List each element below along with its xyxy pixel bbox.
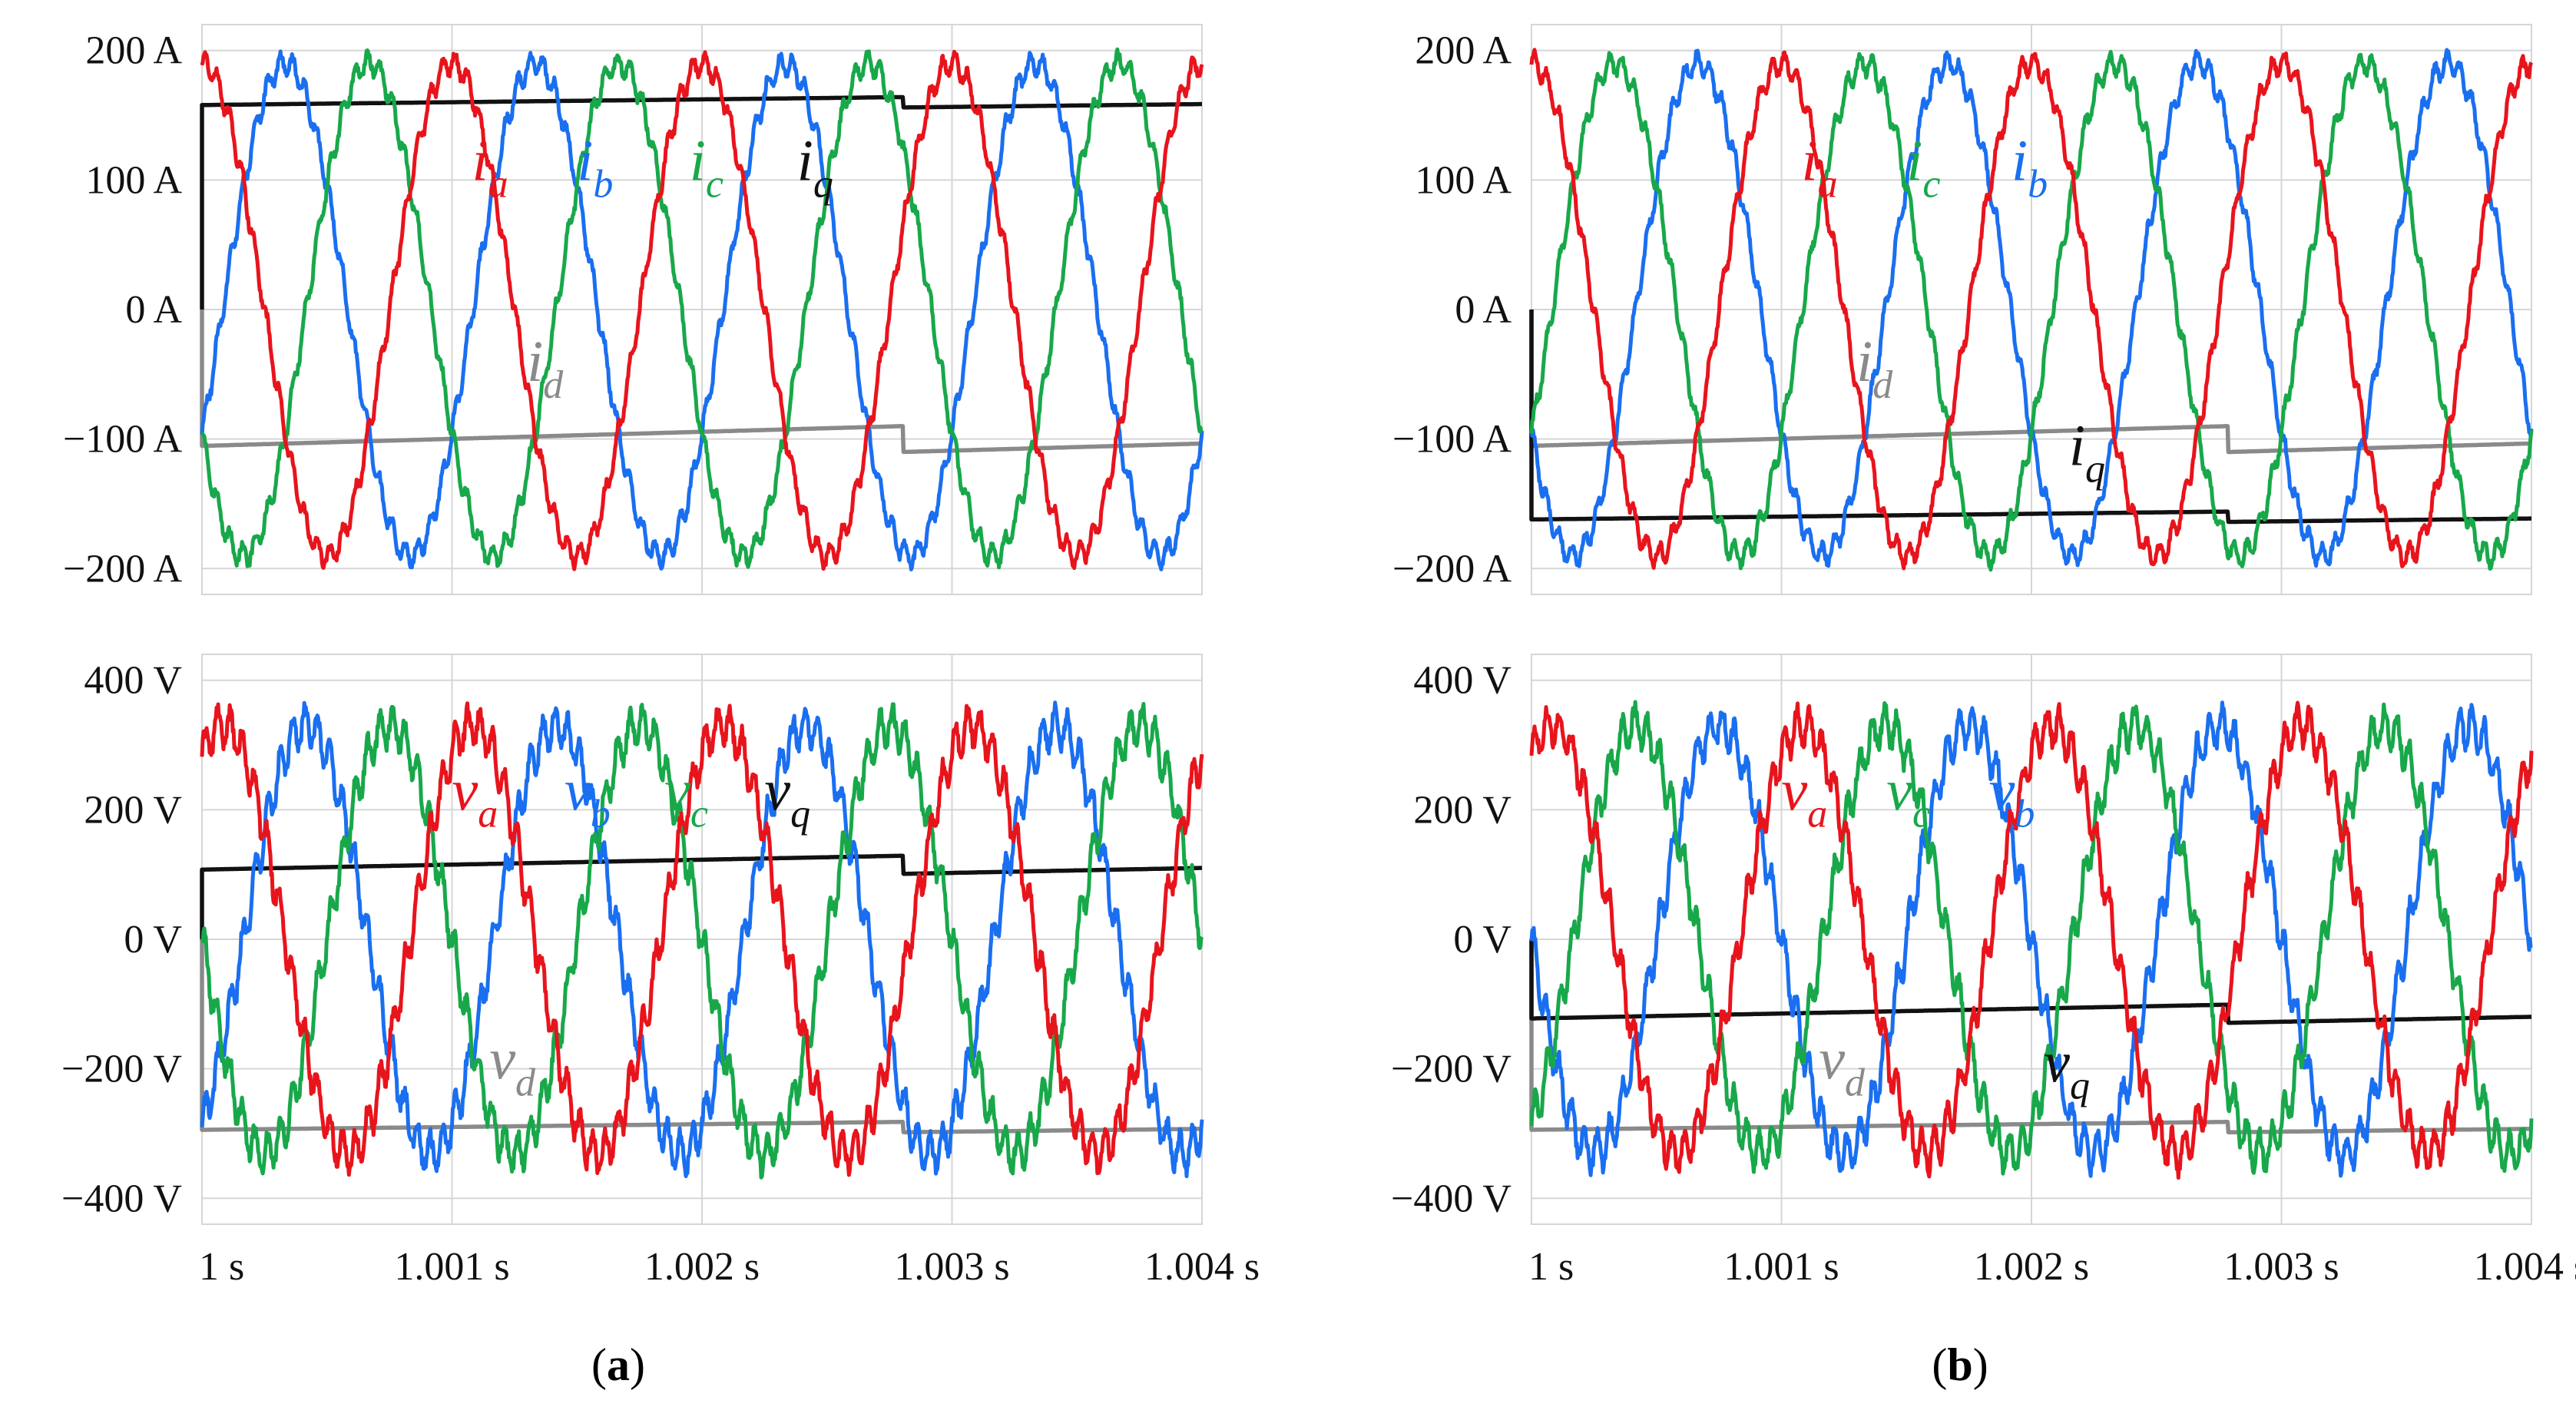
x-tick-label: 1 s bbox=[199, 1245, 244, 1289]
y-tick-label: −200 V bbox=[61, 1048, 182, 1091]
y-tick-label: −200 A bbox=[1392, 547, 1511, 591]
series-label-vc: vc bbox=[664, 758, 708, 836]
y-tick-label: 200 V bbox=[84, 788, 182, 832]
series-vc bbox=[1529, 700, 2534, 1176]
y-tick-label: 100 A bbox=[85, 158, 182, 202]
series-label-va: va bbox=[1782, 758, 1828, 836]
y-tick-label: 0 A bbox=[125, 288, 182, 332]
series-label-ib: ib bbox=[2011, 128, 2048, 206]
series-iq bbox=[200, 94, 1204, 310]
y-tick-label: 0 V bbox=[124, 918, 182, 962]
series-label-ib: ib bbox=[577, 128, 613, 206]
y-tick-label: −400 V bbox=[61, 1177, 182, 1220]
series-label-ia: ia bbox=[1802, 128, 1838, 206]
series-va bbox=[200, 701, 1204, 1177]
y-tick-label: 0 V bbox=[1453, 918, 1511, 962]
x-tick-label: 1.004 s bbox=[2474, 1245, 2576, 1289]
series-vc bbox=[200, 702, 1204, 1180]
y-tick-label: 200 A bbox=[85, 29, 182, 73]
x-tick-label: 1.002 s bbox=[644, 1245, 760, 1289]
x-tick-label: 1.003 s bbox=[2223, 1245, 2339, 1289]
series-iq bbox=[1529, 310, 2533, 525]
x-tick-label: 1.001 s bbox=[394, 1245, 509, 1289]
series-va bbox=[1529, 700, 2534, 1180]
y-tick-label: −100 A bbox=[1392, 418, 1511, 462]
series-vq bbox=[200, 853, 1204, 939]
y-tick-label: 400 V bbox=[84, 659, 182, 703]
series-label-vd: vd bbox=[1819, 1027, 1866, 1104]
series-label-vq: vq bbox=[764, 758, 810, 836]
y-tick-label: −200 V bbox=[1391, 1048, 1511, 1091]
series-label-vq: vq bbox=[2044, 1031, 2090, 1108]
caption-b: (b) bbox=[1932, 1339, 1988, 1390]
y-tick-label: 400 V bbox=[1413, 659, 1511, 703]
series-label-ic: ic bbox=[690, 128, 723, 206]
y-tick-label: 0 A bbox=[1455, 288, 1511, 332]
series-vb bbox=[200, 700, 1204, 1178]
series-label-va: va bbox=[452, 758, 498, 836]
chart-a-current: 200 A 100 A 0 A −100 A −200 A ia ib ic iq id bbox=[63, 24, 1204, 595]
y-tick-label: 200 A bbox=[1415, 29, 1511, 73]
series-label-vd: vd bbox=[489, 1027, 536, 1104]
x-tick-label: 1.004 s bbox=[1144, 1245, 1260, 1289]
chart-b-voltage: 400 V 200 V 0 V −200 V −400 V 1 s 1.001 s 1.002… bbox=[1391, 654, 2576, 1289]
series-ia bbox=[200, 49, 1204, 571]
x-tick-label: 1.002 s bbox=[1974, 1245, 2089, 1289]
y-tick-label: 100 A bbox=[1415, 158, 1511, 202]
y-tick-label: −100 A bbox=[63, 418, 182, 462]
series-label-vc: vc bbox=[1886, 758, 1930, 836]
y-tick-label: −400 V bbox=[1391, 1177, 1511, 1220]
chart-b-current: 200 A 100 A 0 A −100 A −200 A ia ic ib id iq bbox=[1392, 24, 2534, 595]
caption-a: (a) bbox=[591, 1339, 645, 1390]
y-tick-label: −200 A bbox=[63, 547, 182, 591]
series-label-id: id bbox=[1856, 329, 1893, 407]
x-tick-label: 1.003 s bbox=[894, 1245, 1009, 1289]
y-tick-label: 200 V bbox=[1413, 788, 1511, 832]
series-vb bbox=[1529, 700, 2533, 1178]
x-tick-label: 1 s bbox=[1528, 1245, 1574, 1289]
series-label-iq: iq bbox=[2069, 413, 2105, 491]
series-vq bbox=[1529, 939, 2533, 1025]
series-label-vb: vb bbox=[565, 758, 611, 836]
series-label-id: id bbox=[527, 329, 564, 407]
chart-a-voltage: 400 V 200 V 0 V −200 V −400 V 1 s 1.001 s 1.002… bbox=[61, 654, 1260, 1289]
series-label-iq: iq bbox=[797, 128, 833, 206]
series-label-ic: ic bbox=[1906, 128, 1940, 206]
series-label-vb: vb bbox=[1989, 758, 2035, 836]
series-label-ia: ia bbox=[472, 128, 508, 206]
series-ia bbox=[1529, 48, 2534, 571]
x-tick-label: 1.001 s bbox=[1723, 1245, 1839, 1289]
